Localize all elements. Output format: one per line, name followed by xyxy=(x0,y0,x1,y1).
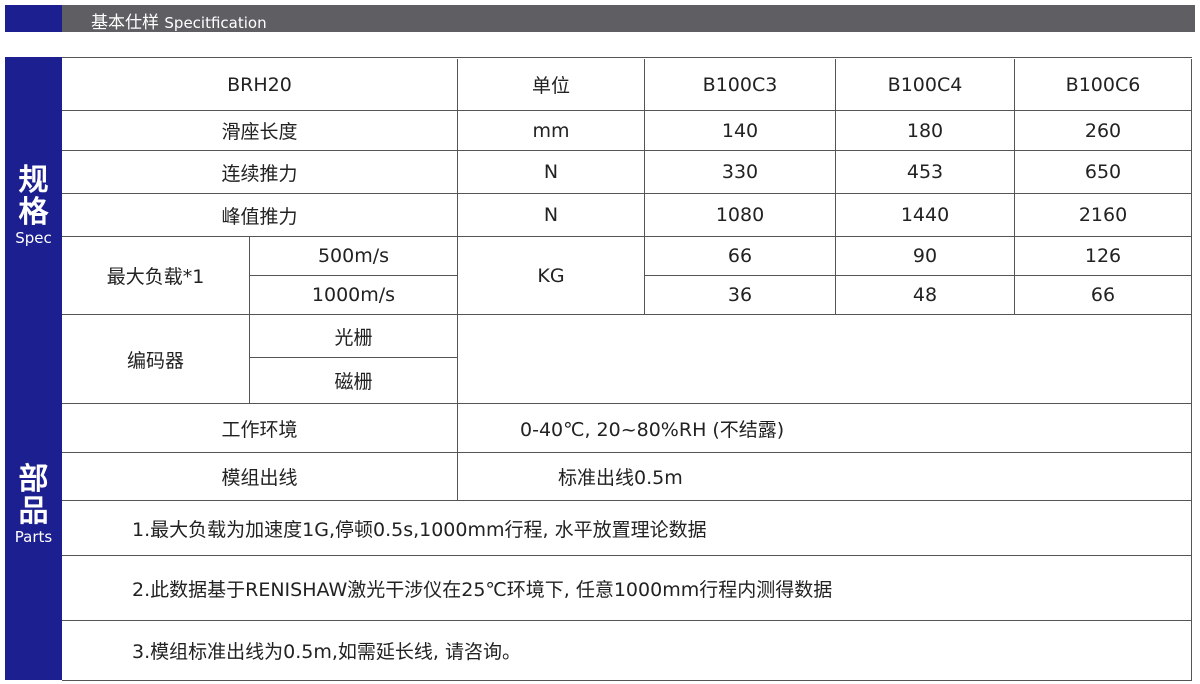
spec-table: BRH20 单位 B100C3 B100C4 B100C6 滑座长度 mm 140 180 260… xyxy=(62,57,1192,681)
footnote: 3.模组标准出线为0.5m,如需延长线, 请咨询。 xyxy=(62,621,1192,681)
encoder-value-empty xyxy=(458,315,1192,404)
row-unit: N xyxy=(458,151,645,194)
row-value: 453 xyxy=(836,151,1015,194)
title-en: Specitfication xyxy=(164,14,267,32)
row-unit: mm xyxy=(458,111,645,151)
header-accent xyxy=(5,5,62,32)
max-load-value: 48 xyxy=(836,276,1015,315)
parts-cn: 部品 xyxy=(18,462,49,529)
model-header: BRH20 xyxy=(62,59,458,111)
variant-header: B100C6 xyxy=(1015,59,1192,111)
row-label: 滑座长度 xyxy=(62,111,458,151)
cable-label: 模组出线 xyxy=(62,453,458,501)
max-load-value: 90 xyxy=(836,237,1015,276)
max-load-value: 126 xyxy=(1015,237,1192,276)
max-load-label: 最大负载*1 xyxy=(62,237,250,315)
cable-value: 标准出线0.5m xyxy=(458,453,1192,501)
section-title: 基本仕样 Specitfication xyxy=(91,8,267,33)
max-load-speed: 1000m/s xyxy=(250,276,458,315)
spec-cn: 规格 xyxy=(18,163,49,230)
title-cn: 基本仕样 xyxy=(91,13,159,33)
spec-side-label: 规格 Spec xyxy=(5,57,62,314)
encoder-label: 编码器 xyxy=(62,315,250,404)
row-unit: N xyxy=(458,194,645,237)
section-header-bar: 基本仕样 Specitfication xyxy=(5,5,1195,33)
max-load-value: 36 xyxy=(645,276,836,315)
max-load-value: 66 xyxy=(1015,276,1192,315)
row-value: 1440 xyxy=(836,194,1015,237)
row-value: 140 xyxy=(645,111,836,151)
encoder-option: 光栅 xyxy=(250,315,458,358)
row-value: 1080 xyxy=(645,194,836,237)
parts-side-label: 部品 Parts xyxy=(5,314,62,680)
row-value: 2160 xyxy=(1015,194,1192,237)
environment-value: 0-40℃, 20~80%RH (不结露) xyxy=(458,404,1192,453)
environment-label: 工作环境 xyxy=(62,404,458,453)
footnote: 2.此数据基于RENISHAW激光干涉仪在25℃环境下, 任意1000mm行程内… xyxy=(62,556,1192,621)
row-label: 峰值推力 xyxy=(62,194,458,237)
encoder-option: 磁栅 xyxy=(250,358,458,404)
variant-header: B100C4 xyxy=(836,59,1015,111)
unit-header: 单位 xyxy=(458,59,645,111)
footnote: 1.最大负载为加速度1G,停顿0.5s,1000mm行程, 水平放置理论数据 xyxy=(62,501,1192,556)
row-value: 260 xyxy=(1015,111,1192,151)
parts-en: Parts xyxy=(14,528,53,546)
max-load-value: 66 xyxy=(645,237,836,276)
max-load-unit: KG xyxy=(458,237,645,315)
spec-en: Spec xyxy=(15,229,52,247)
row-value: 180 xyxy=(836,111,1015,151)
max-load-speed: 500m/s xyxy=(250,237,458,276)
row-value: 330 xyxy=(645,151,836,194)
row-label: 连续推力 xyxy=(62,151,458,194)
variant-header: B100C3 xyxy=(645,59,836,111)
row-value: 650 xyxy=(1015,151,1192,194)
